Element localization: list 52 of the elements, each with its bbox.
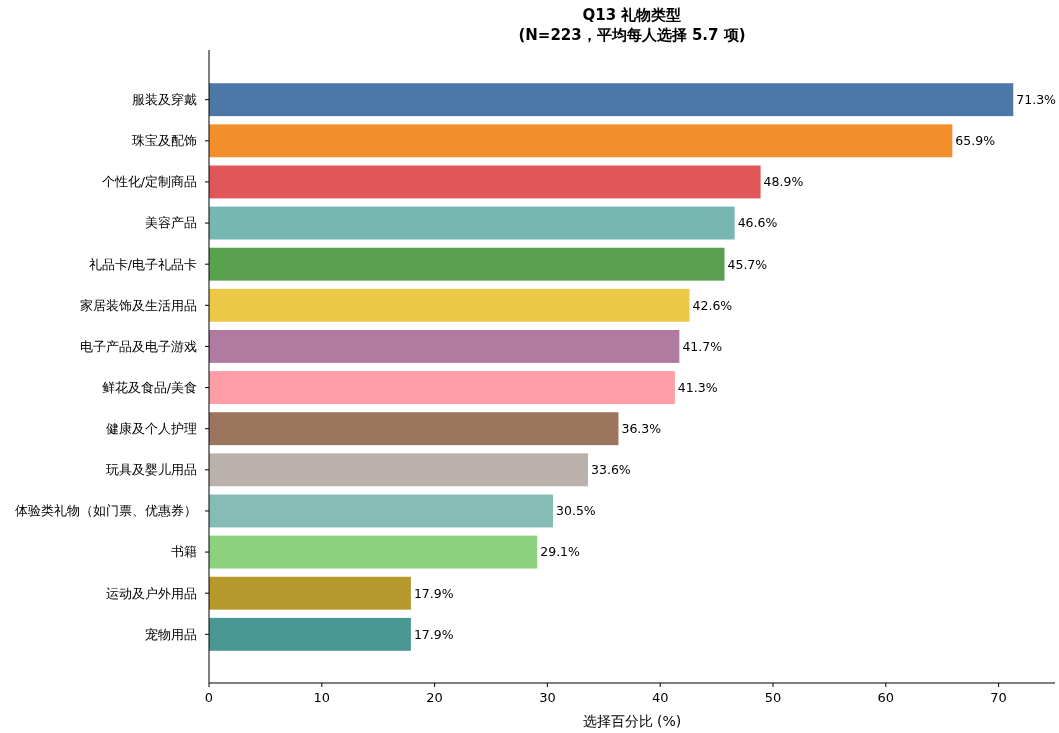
y-tick-label: 礼品卡/电子礼品卡 <box>88 256 197 272</box>
y-tick-label: 个性化/定制商品 <box>101 174 197 190</box>
data-label: 45.7% <box>727 256 768 272</box>
data-label: 17.9% <box>413 626 454 642</box>
bar <box>209 412 619 446</box>
bar <box>209 83 1014 117</box>
bar <box>209 576 411 610</box>
x-axis-title: 选择百分比 (%) <box>582 713 682 729</box>
y-tick-label: 体验类礼物（如门票、优惠券） <box>15 503 197 519</box>
x-tick-label: 30 <box>539 690 556 705</box>
y-tick-label: 鲜花及食品/美食 <box>101 379 197 395</box>
bar <box>209 329 680 363</box>
y-tick-label: 玩具及婴儿用品 <box>106 462 197 478</box>
data-label: 29.1% <box>540 544 581 560</box>
x-tick-label: 60 <box>877 690 895 705</box>
bar <box>209 453 589 487</box>
y-tick-label: 书籍 <box>171 544 197 560</box>
data-label: 41.3% <box>677 379 718 395</box>
y-tick-label: 电子产品及电子游戏 <box>80 338 197 354</box>
y-tick-label: 运动及户外用品 <box>106 585 197 601</box>
y-tick-label: 家居装饰及生活用品 <box>80 297 197 313</box>
x-tick-label: 20 <box>426 690 443 705</box>
y-tick-label: 美容产品 <box>145 215 197 231</box>
bar <box>209 206 735 240</box>
data-label: 41.7% <box>682 338 723 354</box>
bar <box>209 165 761 199</box>
x-tick-label: 70 <box>990 690 1007 705</box>
x-tick-label: 0 <box>204 690 214 705</box>
y-tick-label: 珠宝及配饰 <box>132 133 197 149</box>
data-label: 33.6% <box>591 462 631 478</box>
data-label: 71.3% <box>1016 92 1057 108</box>
bar <box>209 535 538 569</box>
x-tick-label: 40 <box>651 690 669 705</box>
x-tick-label: 50 <box>764 690 782 705</box>
data-label: 42.6% <box>692 297 733 313</box>
bar <box>209 617 411 651</box>
y-tick-label: 服装及穿戴 <box>132 92 197 108</box>
y-tick-label: 健康及个人护理 <box>106 421 197 437</box>
data-label: 30.5% <box>556 503 596 519</box>
bar <box>209 288 690 322</box>
chart-title: Q13 礼物类型 (N=223，平均每人选择 5.7 项) <box>518 6 746 44</box>
data-label: 65.9% <box>955 133 996 149</box>
bar <box>209 371 675 405</box>
data-label: 36.3% <box>621 421 662 437</box>
data-label: 46.6% <box>737 215 778 231</box>
bar <box>209 494 554 528</box>
x-tick-label: 10 <box>313 690 331 705</box>
data-label: 17.9% <box>413 585 454 601</box>
data-label: 48.9% <box>763 174 804 190</box>
bar <box>209 124 953 158</box>
y-tick-label: 宠物用品 <box>145 626 197 642</box>
bar <box>209 247 725 281</box>
